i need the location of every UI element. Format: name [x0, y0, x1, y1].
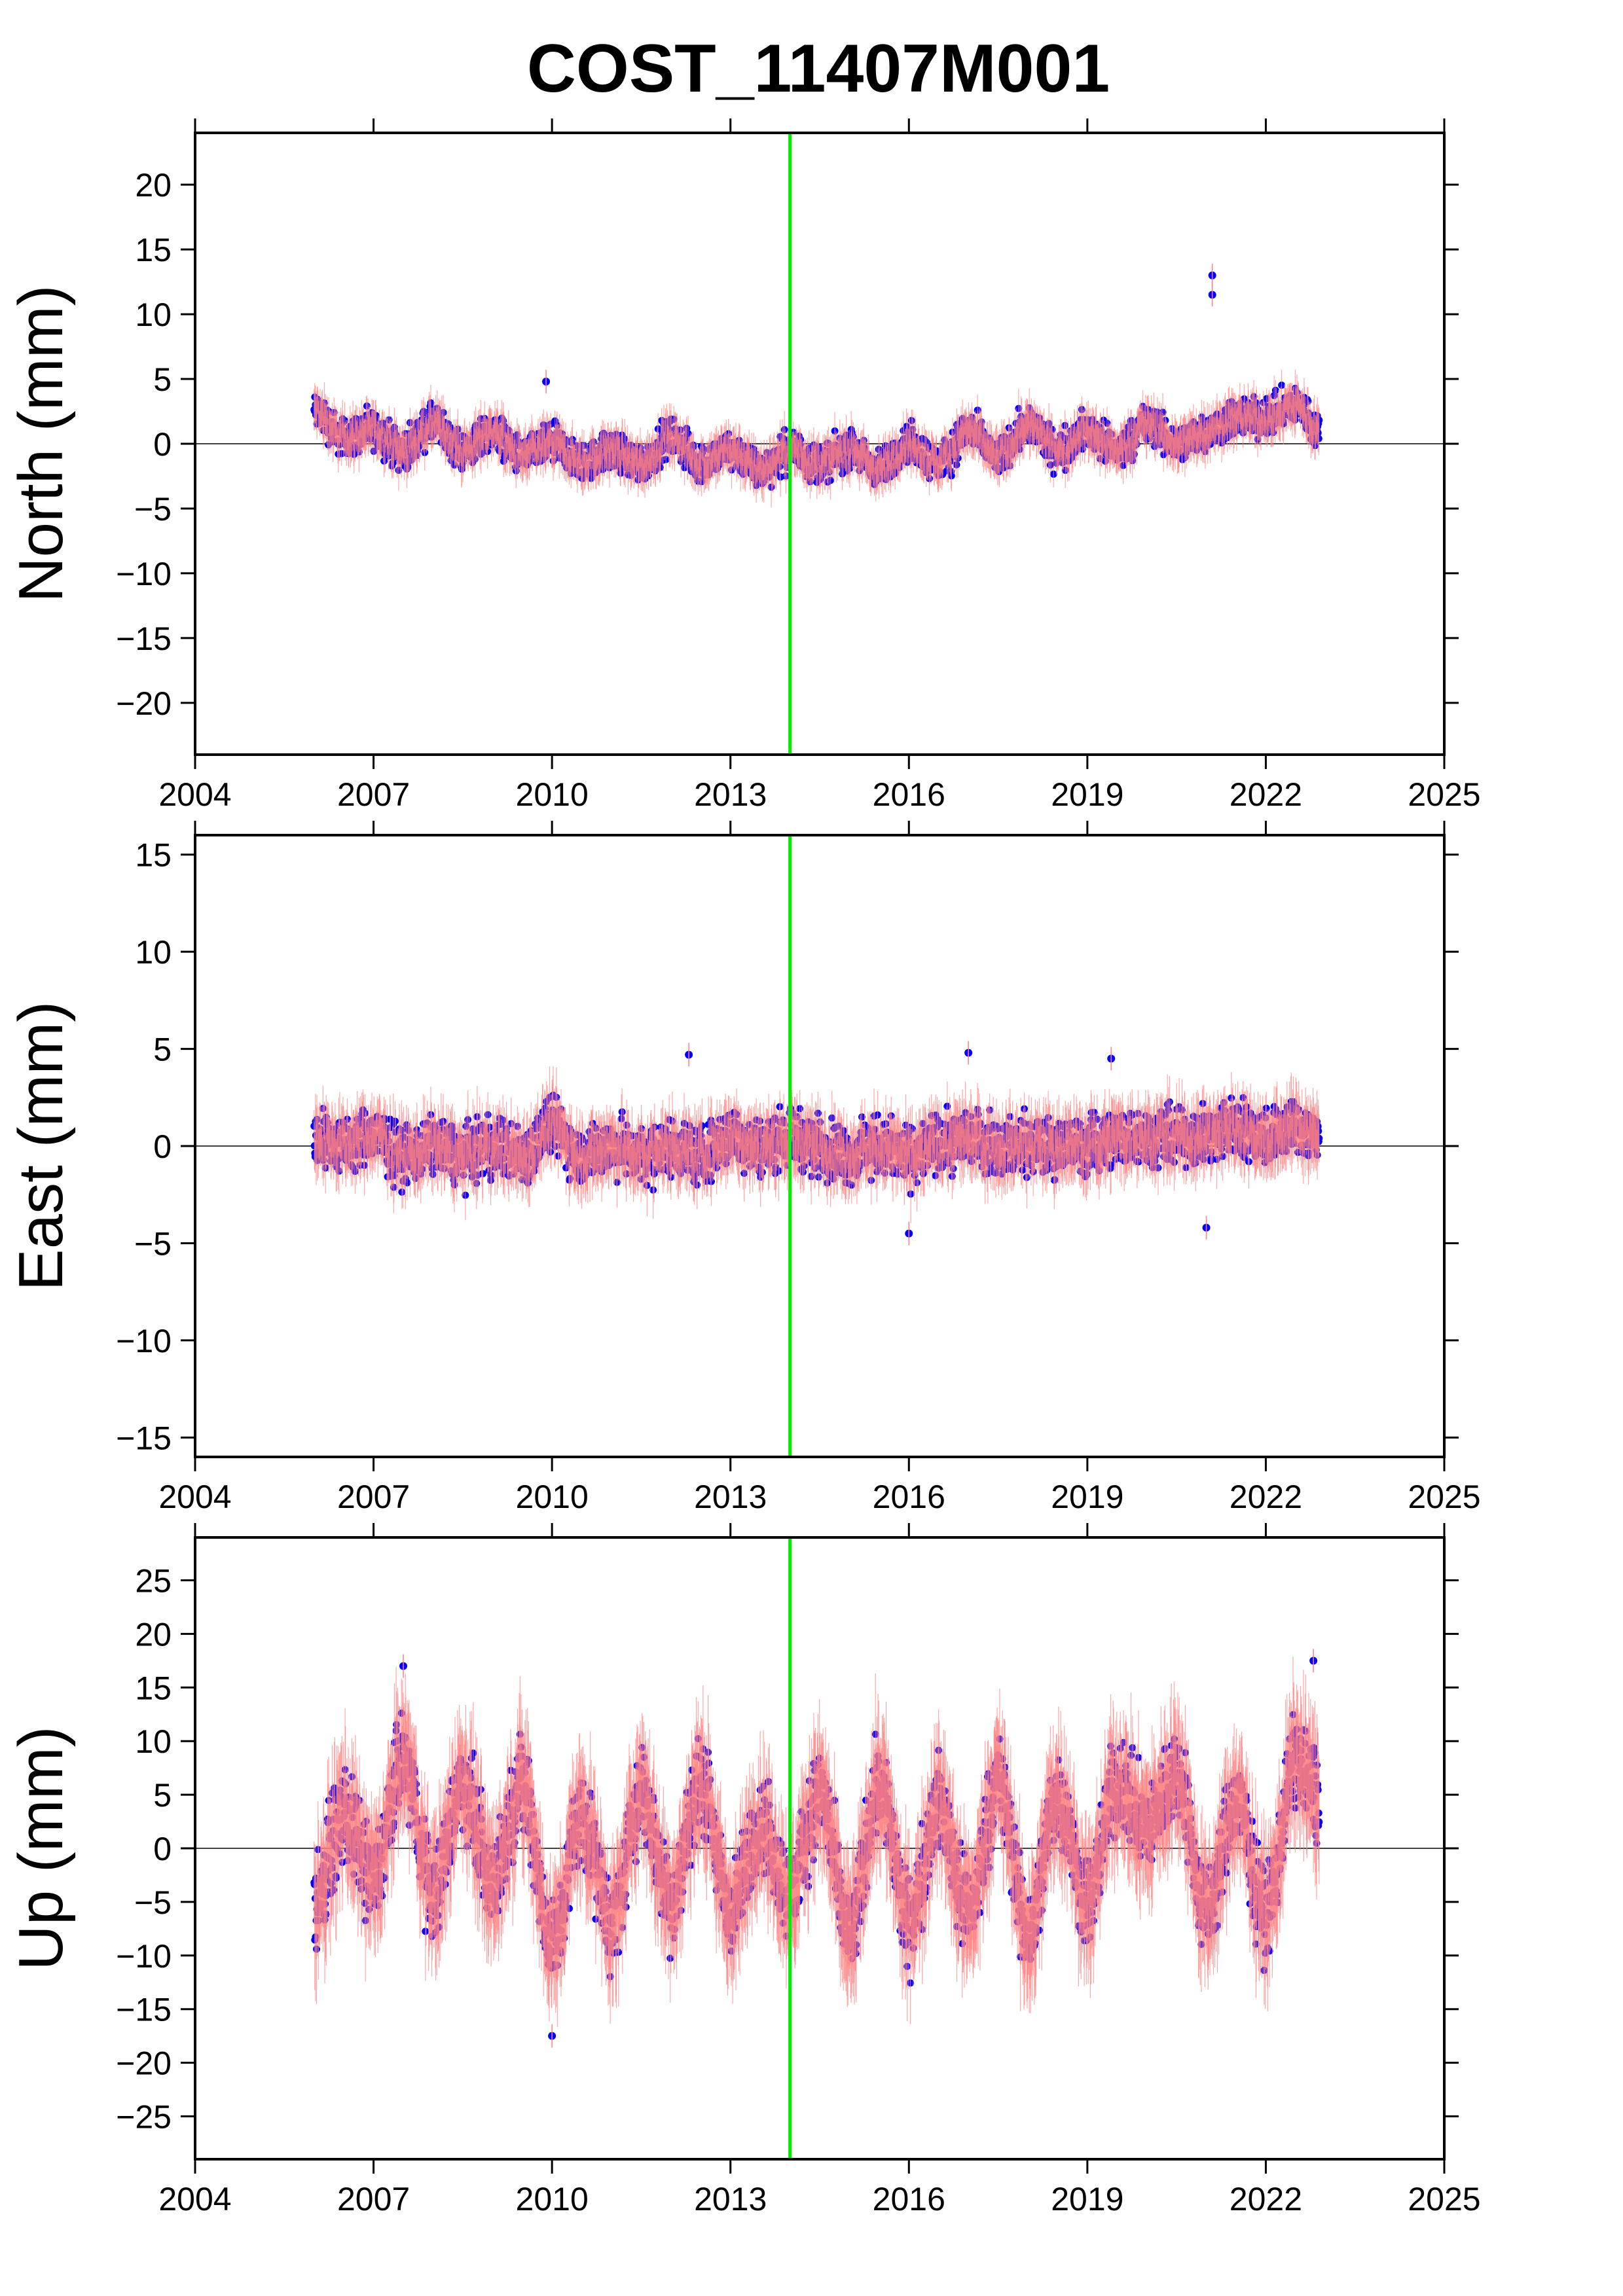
panel-0: 2004 2007 2010 2013 2016 2019 2022 202520151050… — [6, 118, 1481, 813]
panels: 2004 2007 2010 2013 2016 2019 2022 202520151050… — [6, 118, 1481, 2217]
chart-title: COST_11407M001 — [527, 31, 1110, 107]
